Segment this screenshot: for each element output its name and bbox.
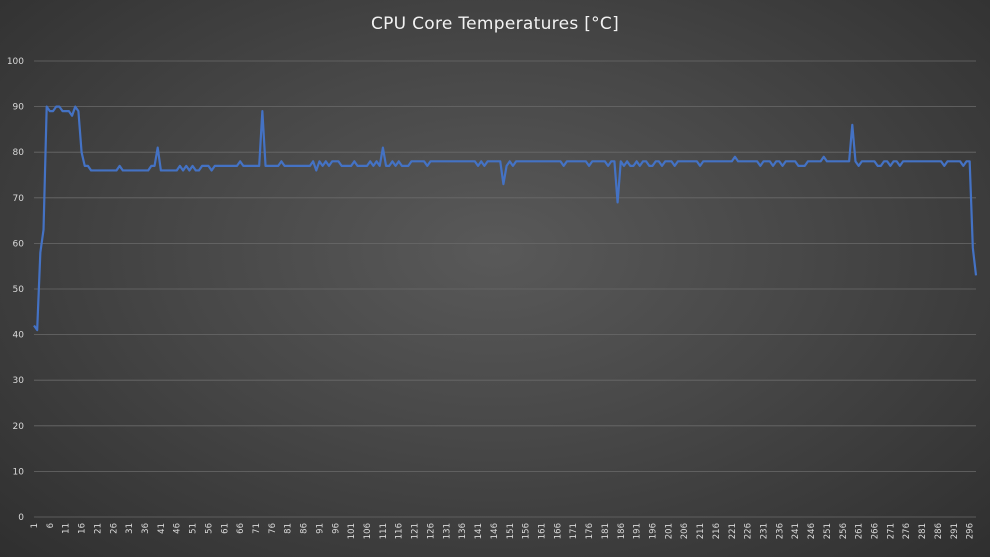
x-tick-label: 191 (633, 523, 643, 539)
x-tick-label: 171 (569, 523, 579, 539)
x-tick-label: 6 (46, 523, 56, 528)
gridlines (34, 60, 976, 518)
y-tick-label: 30 (13, 376, 25, 386)
x-tick-label: 146 (490, 523, 500, 539)
x-tick-label: 1 (30, 523, 40, 528)
x-tick-label: 236 (775, 523, 785, 539)
x-tick-label: 296 (966, 523, 976, 539)
x-tick-label: 256 (839, 523, 849, 539)
y-tick-label: 0 (18, 513, 24, 523)
x-tick-label: 36 (141, 523, 151, 534)
x-tick-label: 21 (93, 523, 103, 534)
x-tick-label: 266 (871, 523, 881, 539)
x-tick-label: 161 (537, 523, 547, 539)
x-tick-label: 166 (553, 523, 563, 539)
x-tick-label: 66 (236, 523, 246, 534)
x-tick-label: 61 (220, 523, 230, 534)
x-tick-label: 86 (300, 523, 310, 534)
y-axis-ticks: 0 10 20 30 40 50 60 70 80 90 100 (7, 57, 24, 523)
series-line-0 (33, 105, 978, 332)
x-tick-label: 126 (426, 523, 436, 539)
x-axis-ticks: 1 6 11 16 21 26 31 36 41 46 51 56 61 66 71 76 81 86 91 96 10… (30, 523, 976, 539)
x-tick-label: 141 (474, 523, 484, 539)
x-tick-label: 226 (744, 523, 754, 539)
x-tick-label: 286 (934, 523, 944, 539)
x-tick-label: 31 (125, 523, 135, 534)
y-tick-label: 60 (13, 239, 25, 249)
x-tick-label: 46 (173, 523, 183, 534)
x-tick-label: 176 (585, 523, 595, 539)
x-tick-label: 206 (680, 523, 690, 539)
x-tick-label: 71 (252, 523, 262, 534)
x-tick-label: 11 (62, 523, 72, 534)
x-tick-label: 101 (347, 523, 357, 539)
x-tick-label: 181 (601, 523, 611, 539)
x-tick-label: 41 (157, 523, 167, 534)
x-tick-label: 151 (506, 523, 516, 539)
x-tick-label: 56 (204, 523, 214, 534)
x-tick-label: 186 (617, 523, 627, 539)
x-tick-label: 281 (918, 523, 928, 539)
y-tick-label: 80 (13, 148, 25, 158)
x-tick-label: 121 (411, 523, 421, 539)
x-tick-label: 81 (284, 523, 294, 534)
series-layer (33, 105, 978, 332)
y-tick-label: 90 (13, 103, 25, 113)
y-tick-label: 70 (13, 194, 25, 204)
y-tick-label: 20 (13, 422, 25, 432)
x-tick-label: 276 (902, 523, 912, 539)
y-tick-label: 10 (13, 467, 25, 477)
x-tick-label: 231 (759, 523, 769, 539)
x-tick-label: 221 (728, 523, 738, 539)
x-tick-label: 216 (712, 523, 722, 539)
x-tick-label: 91 (315, 523, 325, 534)
x-tick-label: 251 (823, 523, 833, 539)
x-tick-label: 201 (664, 523, 674, 539)
chart-title: CPU Core Temperatures [°C] (370, 14, 620, 34)
x-tick-label: 291 (950, 523, 960, 539)
x-tick-label: 271 (886, 523, 896, 539)
x-tick-label: 261 (855, 523, 865, 539)
x-tick-label: 96 (331, 523, 341, 534)
x-tick-label: 131 (442, 523, 452, 539)
x-tick-label: 26 (109, 523, 119, 534)
x-tick-label: 16 (78, 523, 88, 534)
x-tick-label: 156 (522, 523, 532, 539)
x-tick-label: 136 (458, 523, 468, 539)
y-tick-label: 50 (13, 285, 25, 295)
x-tick-label: 111 (379, 523, 389, 539)
x-tick-label: 116 (395, 523, 405, 539)
y-tick-label: 40 (13, 331, 25, 341)
x-tick-label: 76 (268, 523, 278, 534)
x-tick-label: 106 (363, 523, 373, 539)
x-tick-label: 196 (648, 523, 658, 539)
x-tick-label: 211 (696, 523, 706, 539)
x-tick-label: 246 (807, 523, 817, 539)
x-tick-label: 51 (189, 523, 199, 534)
x-tick-label: 241 (791, 523, 801, 539)
y-tick-label: 100 (7, 57, 24, 67)
